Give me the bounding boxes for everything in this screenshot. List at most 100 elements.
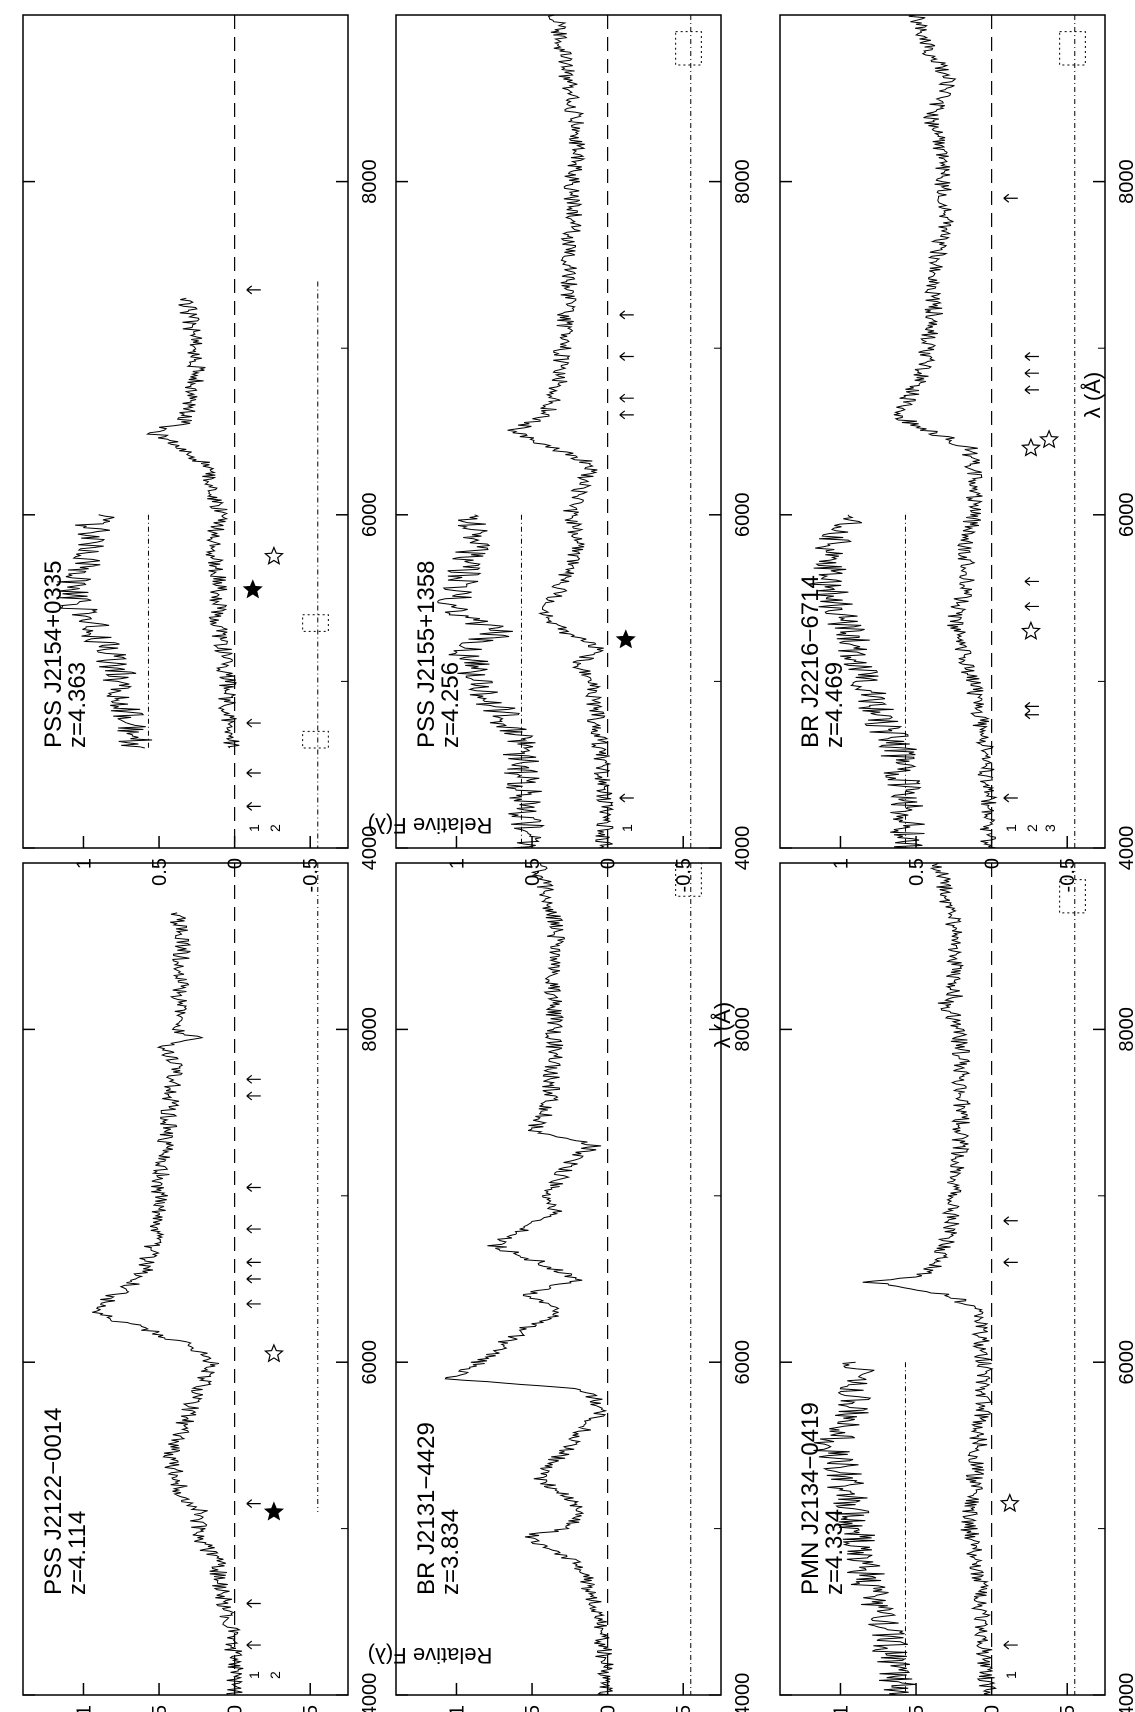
plot-frame	[395, 14, 722, 849]
open-star-marker	[1020, 620, 1042, 640]
marker-row-label: 2	[1024, 824, 1040, 832]
x-tick-label: 6000	[1116, 493, 1135, 538]
open-star-marker	[263, 1343, 285, 1363]
spectrum-panel: 4000 6000 8000 -0.5 0 0.5 1 1 PSS J2155+1358z=4.…	[395, 14, 754, 892]
filled-star-marker	[242, 579, 263, 599]
spectrum-panel: 4000 6000 8000 -0.5 0 0.5 1 1 PMN J2134−0419z=4.…	[779, 862, 1135, 1712]
plot-frame	[22, 862, 349, 1696]
marker-row-label: 2	[267, 824, 283, 832]
object-name: BR J2216−6714	[797, 575, 824, 748]
y-tick-label: 1	[73, 1705, 95, 1712]
x-tick-label: 4000	[732, 1673, 754, 1712]
y-tick-label: -0.5	[673, 858, 695, 892]
object-redshift: z=4.469	[821, 662, 848, 748]
y-tick-label: 1	[446, 858, 468, 869]
object-name: PSS J2154+0335	[40, 561, 67, 749]
x-tick-label: 6000	[732, 493, 754, 538]
line-marker-arrow	[1024, 385, 1039, 395]
object-redshift: z=3.834	[437, 1509, 464, 1595]
y-tick-label: -0.5	[673, 1705, 695, 1712]
y-tick-label: 0.5	[149, 1705, 171, 1712]
line-marker-arrow	[246, 1640, 261, 1650]
y-tick-label: -0.5	[300, 1705, 322, 1712]
line-marker-arrow	[246, 1074, 261, 1084]
x-tick-label: 4000	[732, 826, 754, 871]
line-marker-arrow	[1003, 1216, 1018, 1226]
spectrum-line	[92, 912, 244, 1696]
line-marker-arrow	[1003, 1257, 1018, 1267]
x-tick-label: 8000	[359, 159, 381, 204]
line-marker-arrow	[1003, 193, 1018, 203]
x-tick-label: 6000	[359, 493, 381, 538]
x-tick-label: 8000	[1116, 159, 1135, 204]
x-tick-label: 8000	[732, 1007, 754, 1052]
y-tick-label: 0.5	[149, 858, 171, 886]
spectrum-inset-line	[813, 1361, 917, 1696]
plot-frame	[779, 862, 1106, 1696]
telluric-band	[675, 31, 702, 66]
y-tick-label: 0	[598, 858, 620, 869]
y-tick-label: 0	[225, 858, 247, 869]
line-marker-arrow	[246, 1091, 261, 1101]
y-tick-label: 0	[982, 1705, 1004, 1712]
line-marker-arrow	[1024, 368, 1039, 378]
marker-row-label: 1	[619, 824, 635, 832]
object-name: PMN J2134−0419	[797, 1402, 824, 1595]
marker-row-label: 1	[246, 824, 262, 832]
spectrum-line	[862, 862, 998, 1696]
line-marker-arrow	[1003, 793, 1018, 803]
line-marker-arrow	[246, 1299, 261, 1309]
open-star-marker	[999, 1493, 1020, 1513]
open-star-marker	[1020, 437, 1042, 457]
marker-row-label: 3	[1042, 824, 1058, 832]
object-name: PSS J2155+1358	[413, 561, 440, 749]
common-ylabel-left: Relative F(λ)	[368, 1643, 493, 1668]
marker-row-label: 1	[1003, 1671, 1019, 1679]
telluric-band	[302, 614, 329, 632]
spectrum-inset-line	[808, 514, 925, 849]
line-marker-arrow	[619, 352, 634, 361]
line-marker-arrow	[1003, 1640, 1018, 1650]
line-marker-arrow	[1024, 710, 1039, 720]
line-marker-arrow	[619, 410, 634, 420]
line-marker-arrow	[246, 1257, 261, 1267]
line-marker-arrow	[246, 768, 261, 778]
line-marker-arrow	[246, 801, 261, 811]
object-name: BR J2131−4429	[413, 1422, 440, 1595]
y-tick-label: 1	[73, 858, 95, 869]
y-tick-label: -0.5	[1057, 858, 1079, 892]
line-marker-arrow	[246, 1224, 261, 1234]
plot-frame	[395, 862, 722, 1696]
spectrum-line	[893, 14, 998, 849]
x-tick-label: 8000	[359, 1007, 381, 1052]
telluric-band	[302, 730, 329, 749]
object-redshift: z=4.256	[437, 662, 464, 748]
line-marker-arrow	[1024, 352, 1039, 361]
spectrum-line	[444, 862, 614, 1696]
line-marker-arrow	[1024, 576, 1039, 586]
line-marker-arrow	[246, 1599, 261, 1608]
y-tick-label: 0.5	[522, 858, 544, 886]
object-name: PSS J2122−0014	[40, 1408, 67, 1596]
y-tick-label: 0	[225, 1705, 247, 1712]
line-marker-arrow	[619, 393, 634, 403]
x-tick-label: 4000	[359, 1673, 381, 1712]
filled-star-marker	[615, 629, 636, 649]
filled-star-marker	[263, 1501, 285, 1521]
spectrum-panel: 4000 6000 8000 -0.5 0 0.5 1 BR J2131−4429z=3.83…	[395, 862, 754, 1712]
common-labels: λ (Å) λ (Å) Relative F(λ) Relative F(λ)	[368, 372, 1105, 1668]
telluric-band	[1059, 879, 1086, 914]
common-xlabel-right: λ (Å)	[1080, 372, 1105, 418]
line-marker-arrow	[619, 310, 634, 320]
x-tick-label: 4000	[1116, 1673, 1135, 1712]
object-redshift: z=4.114	[64, 1511, 91, 1595]
y-tick-label: -0.5	[300, 858, 322, 892]
object-redshift: z=4.363	[64, 662, 91, 748]
spectrum-line	[145, 297, 240, 749]
line-marker-arrow	[246, 1499, 261, 1509]
y-tick-label: 1	[830, 858, 852, 869]
